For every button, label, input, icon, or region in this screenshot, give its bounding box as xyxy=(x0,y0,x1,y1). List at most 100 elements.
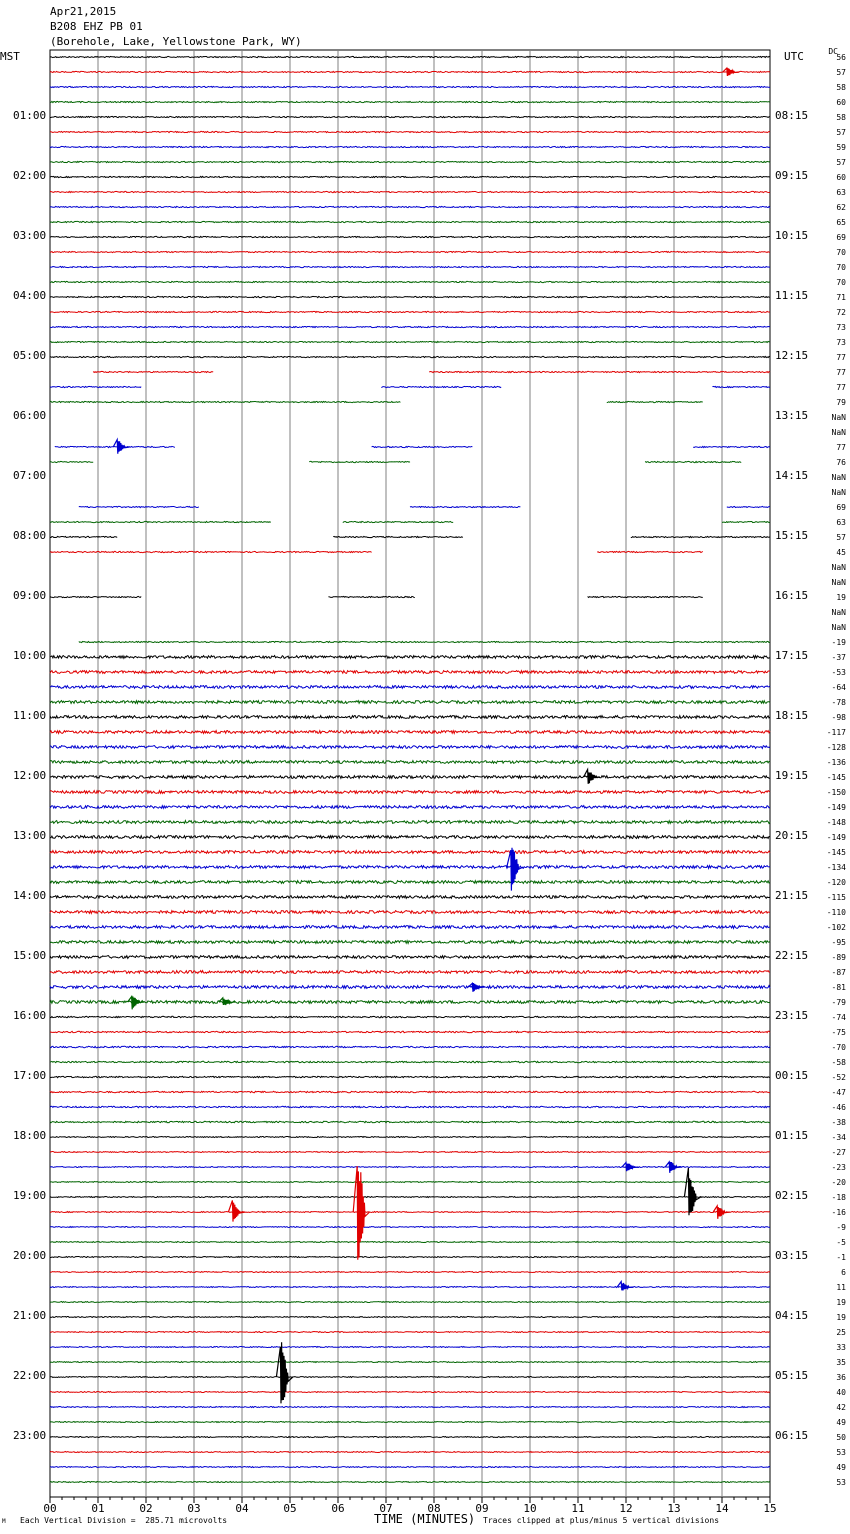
chart-station: B208 EHZ PB 01 xyxy=(50,20,143,33)
footer-clip-note: Traces clipped at plus/minus 5 vertical … xyxy=(483,1516,720,1525)
seismic-trace xyxy=(693,445,771,449)
seismic-trace xyxy=(49,385,142,389)
utc-hour-label: 17:15 xyxy=(775,649,809,662)
seismic-trace xyxy=(49,864,771,870)
x-tick-label: 03 xyxy=(187,1502,200,1515)
dc-offset-label: -18 xyxy=(831,1193,846,1202)
utc-hour-label: 20:15 xyxy=(775,829,809,842)
seismic-trace xyxy=(92,370,214,374)
seismic-trace xyxy=(49,1015,771,1019)
seismic-trace xyxy=(606,400,703,404)
dc-offset-label: 73 xyxy=(836,338,846,347)
utc-hour-label: 02:15 xyxy=(775,1189,809,1202)
seismic-trace xyxy=(49,205,771,209)
seismic-trace xyxy=(78,640,770,644)
dc-offset-label: 40 xyxy=(836,1388,846,1397)
seismic-trace xyxy=(49,984,771,990)
x-tick-label: 10 xyxy=(523,1502,536,1515)
dc-offset-label: 19 xyxy=(836,1298,846,1307)
mst-hour-label: 03:00 xyxy=(13,229,47,242)
seismic-trace xyxy=(49,355,771,359)
x-tick-label: 11 xyxy=(571,1502,584,1515)
mst-hour-label: 16:00 xyxy=(13,1009,47,1022)
dc-offset-label: 59 xyxy=(836,143,846,152)
dc-offset-label: -148 xyxy=(826,818,846,827)
seismic-trace xyxy=(587,595,703,599)
dc-offset-label: 77 xyxy=(836,443,846,452)
utc-hour-label: 00:15 xyxy=(775,1069,809,1082)
seismic-trace xyxy=(49,520,272,524)
utc-hour-label: 05:15 xyxy=(775,1369,809,1382)
dc-offset-label: 36 xyxy=(836,1373,846,1382)
seismic-trace xyxy=(371,445,473,449)
seismic-trace xyxy=(49,550,372,554)
utc-hour-label: 16:15 xyxy=(775,589,809,602)
dc-offset-label: NaN xyxy=(831,473,846,482)
mst-hour-label: 09:00 xyxy=(13,589,47,602)
seismic-trace xyxy=(49,714,771,720)
seismic-trace xyxy=(49,939,771,945)
dc-offset-label: 69 xyxy=(836,233,846,242)
dc-offset-label: -81 xyxy=(831,983,846,992)
seismic-trace xyxy=(50,340,771,344)
dc-offset-label: 50 xyxy=(836,1433,846,1442)
dc-offset-label: -9 xyxy=(836,1223,846,1232)
dc-offset-label: -89 xyxy=(831,953,846,962)
seismic-event xyxy=(712,1204,730,1219)
seismic-trace xyxy=(49,744,771,750)
dc-offset-label: -52 xyxy=(831,1073,846,1082)
seismic-event xyxy=(127,994,145,1010)
x-tick-label: 13 xyxy=(667,1502,680,1515)
dc-offset-label: 62 xyxy=(836,203,846,212)
dc-offset-label: 72 xyxy=(836,308,846,317)
seismic-trace xyxy=(49,1195,771,1199)
seismic-trace xyxy=(49,280,771,284)
dc-offset-label: -120 xyxy=(826,878,846,887)
seismic-trace xyxy=(49,55,771,59)
utc-hour-label: 01:15 xyxy=(775,1129,809,1142)
dc-offset-label: NaN xyxy=(831,413,846,422)
dc-offset-label: 77 xyxy=(836,383,846,392)
seismic-trace xyxy=(49,460,94,464)
seismic-trace xyxy=(328,595,415,599)
dc-offset-label: 57 xyxy=(836,533,846,542)
seismic-trace xyxy=(49,969,771,975)
utc-hour-label: 09:15 xyxy=(775,169,809,182)
dc-offset-label: -16 xyxy=(831,1208,846,1217)
dc-offset-label: 49 xyxy=(836,1463,846,1472)
mst-hour-label: 20:00 xyxy=(13,1249,47,1262)
seismic-trace xyxy=(49,654,771,660)
seismic-trace xyxy=(721,520,771,524)
dc-offset-label: 35 xyxy=(836,1358,846,1367)
seismic-trace xyxy=(49,1165,771,1169)
seismic-event xyxy=(506,847,524,891)
seismic-trace xyxy=(381,385,502,389)
dc-offset-label: 33 xyxy=(836,1343,846,1352)
mst-hour-label: 21:00 xyxy=(13,1309,47,1322)
dc-offset-label: -110 xyxy=(826,908,846,917)
utc-hour-label: 11:15 xyxy=(775,289,809,302)
seismic-trace xyxy=(49,1435,771,1439)
seismic-trace xyxy=(49,265,771,269)
seismic-event xyxy=(275,1342,294,1404)
seismic-trace xyxy=(49,759,771,765)
utc-hour-label: 18:15 xyxy=(775,709,809,722)
seismic-trace xyxy=(49,879,771,885)
dc-offset-label: 57 xyxy=(836,68,846,77)
seismic-trace xyxy=(409,505,521,509)
dc-offset-label: -20 xyxy=(831,1178,846,1187)
seismic-trace xyxy=(49,1360,771,1364)
seismic-trace xyxy=(49,325,771,329)
seismic-trace xyxy=(49,834,771,840)
mst-hour-label: 23:00 xyxy=(13,1429,47,1442)
dc-offset-label: 77 xyxy=(836,353,846,362)
x-axis-label: TIME (MINUTES) xyxy=(374,1512,476,1526)
seismic-trace xyxy=(49,849,771,855)
seismic-event xyxy=(583,767,601,784)
dc-offset-label: 76 xyxy=(836,458,846,467)
dc-offset-label: -79 xyxy=(831,998,846,1007)
dc-offset-label: -75 xyxy=(831,1028,846,1037)
dc-offset-label: -134 xyxy=(826,863,846,872)
mst-hour-label: 22:00 xyxy=(13,1369,47,1382)
dc-offset-label: -115 xyxy=(826,893,846,902)
